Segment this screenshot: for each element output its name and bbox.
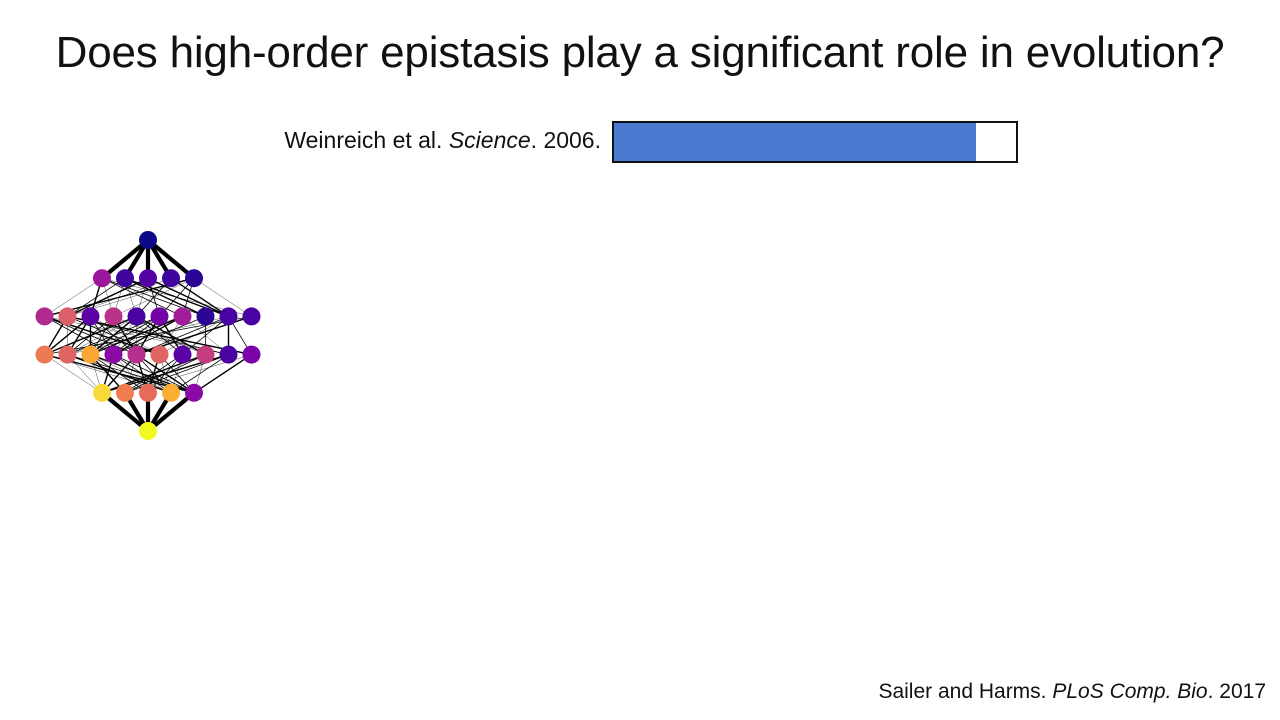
- network-node: [104, 345, 123, 364]
- network-node: [185, 269, 203, 288]
- network-edge: [90, 315, 183, 356]
- network-node: [173, 307, 192, 326]
- network-node: [81, 307, 100, 326]
- network-edge: [44, 278, 103, 317]
- network-node: [196, 345, 215, 364]
- footer-authors: Sailer and Harms.: [878, 680, 1047, 703]
- network-edge: [124, 277, 206, 318]
- network-edge: [182, 316, 229, 355]
- network-edges: [43, 238, 252, 433]
- network-edge: [44, 315, 137, 356]
- network-edge: [44, 354, 103, 393]
- network-node: [127, 307, 146, 326]
- network-edge: [67, 316, 137, 355]
- progress-bar: [612, 121, 1018, 163]
- network-node: [219, 345, 238, 364]
- footer-year: . 2017: [1207, 680, 1266, 703]
- network-node: [162, 383, 180, 402]
- network-edge: [113, 278, 195, 317]
- network-node: [139, 231, 157, 249]
- network-edge: [136, 316, 229, 355]
- network-node: [58, 307, 77, 326]
- network-edge: [170, 354, 229, 394]
- network-edge: [67, 277, 149, 318]
- network-node: [150, 345, 169, 364]
- genotype-network-diagram: [35, 231, 261, 440]
- network-node: [35, 345, 54, 364]
- footer-journal: PLoS Comp. Bio: [1052, 680, 1208, 703]
- citation-row: Weinreich et al. Science. 2006.: [0, 121, 1280, 163]
- network-edge: [100, 391, 150, 433]
- network-edge: [146, 391, 196, 433]
- network-node: [185, 383, 203, 402]
- network-edge: [67, 277, 126, 317]
- network-node: [81, 345, 100, 364]
- network-node: [139, 269, 157, 288]
- network-edge: [193, 354, 252, 394]
- network-node: [162, 269, 180, 288]
- network-node: [104, 307, 123, 326]
- network-node: [242, 307, 261, 326]
- network-node: [139, 383, 157, 402]
- citation-text: Weinreich et al. Science. 2006.: [284, 127, 601, 154]
- network-node: [116, 383, 134, 402]
- network-edge: [100, 238, 150, 280]
- network-node: [116, 269, 134, 288]
- network-node: [150, 307, 169, 326]
- network-node: [173, 345, 192, 364]
- network-edge: [44, 315, 91, 356]
- network-node: [58, 345, 77, 364]
- network-node: [127, 345, 146, 364]
- network-node: [93, 269, 111, 288]
- slide-title: Does high-order epistasis play a signifi…: [55, 28, 1225, 77]
- network-edge: [44, 316, 252, 355]
- network-edge: [67, 316, 160, 355]
- citation-journal: Science: [448, 127, 531, 153]
- citation-authors: Weinreich et al.: [284, 127, 443, 153]
- network-edge: [113, 316, 206, 355]
- network-nodes: [35, 231, 261, 440]
- citation-year: 2006.: [543, 127, 601, 153]
- network-node: [219, 307, 238, 326]
- network-node: [196, 307, 215, 326]
- network-edge: [193, 278, 252, 317]
- footer-citation: Sailer and Harms. PLoS Comp. Bio. 2017: [878, 680, 1266, 704]
- network-node: [35, 307, 54, 326]
- network-node: [242, 345, 261, 364]
- citation-separator: .: [530, 127, 544, 153]
- progress-bar-fill: [614, 123, 976, 161]
- network-node: [93, 383, 111, 402]
- network-edge: [146, 238, 196, 280]
- network-node: [139, 422, 157, 440]
